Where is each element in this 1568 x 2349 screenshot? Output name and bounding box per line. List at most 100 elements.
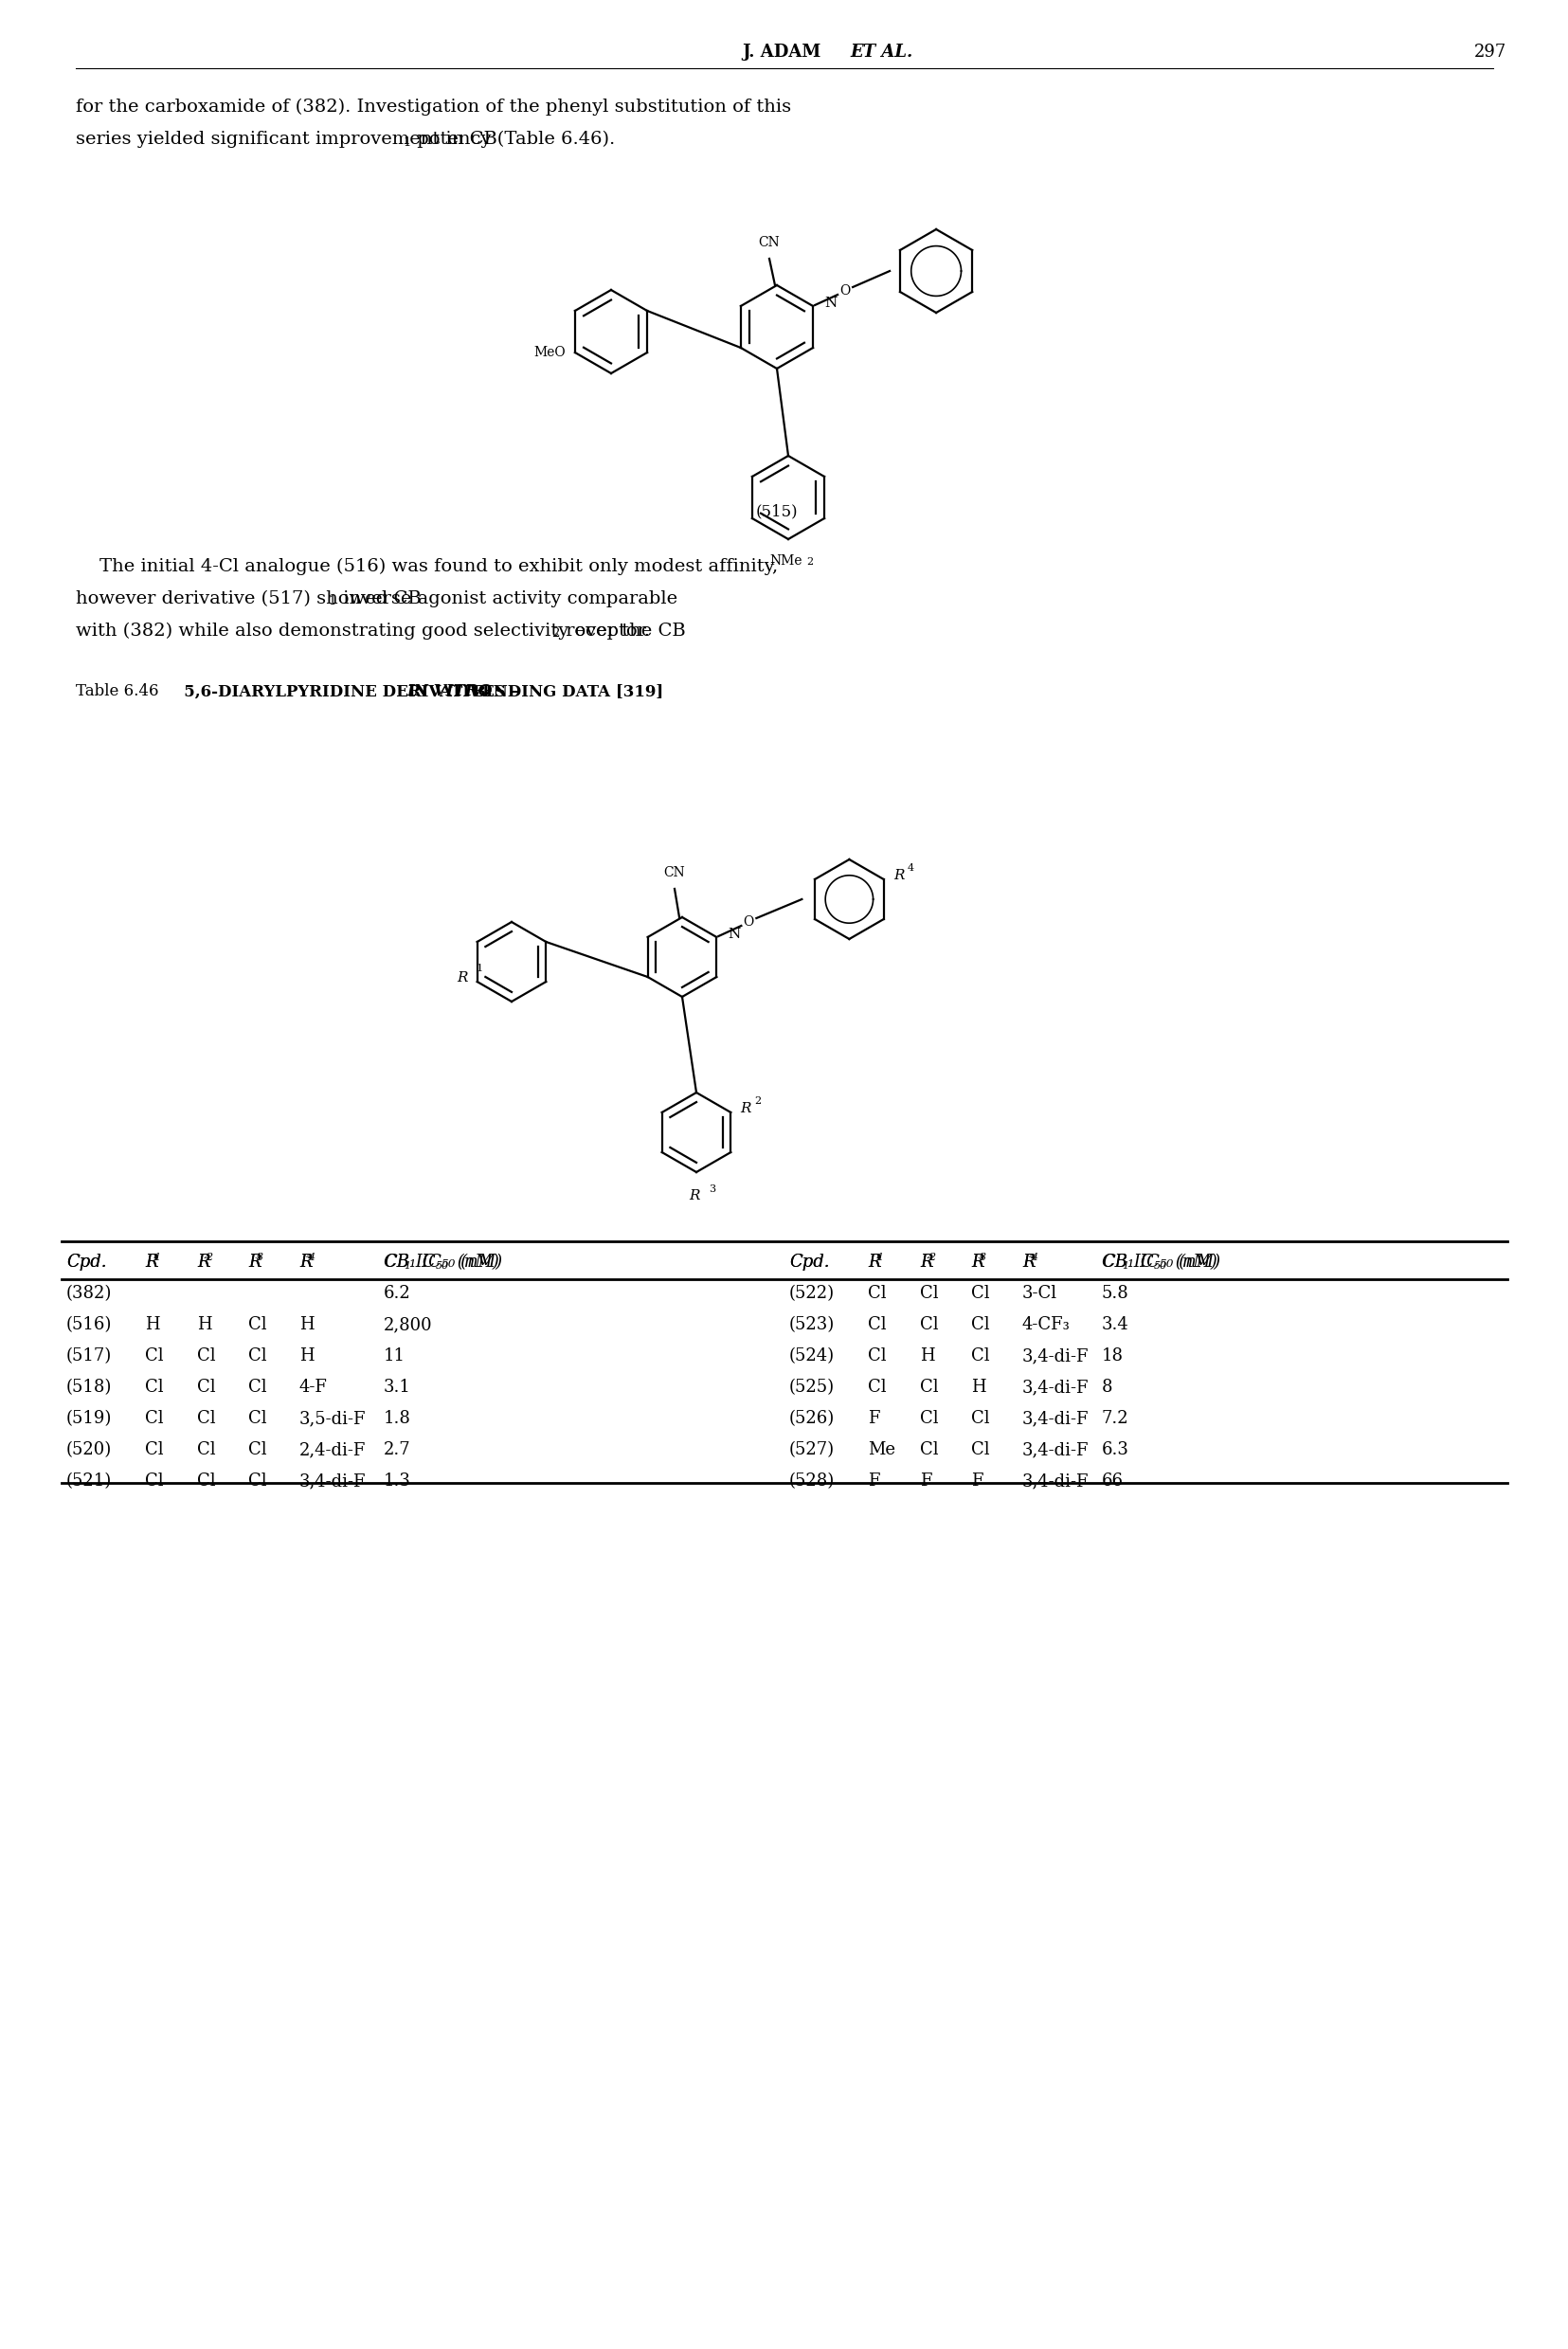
Text: Cl: Cl (144, 1409, 163, 1428)
Text: 5.8: 5.8 (1101, 1285, 1129, 1301)
Text: 2: 2 (806, 557, 812, 566)
Text: 8: 8 (1101, 1379, 1112, 1395)
Text: (518): (518) (66, 1379, 111, 1395)
Text: ET AL.: ET AL. (850, 45, 913, 61)
Text: (516): (516) (66, 1315, 111, 1334)
Text: (527): (527) (789, 1442, 834, 1459)
Text: (525): (525) (789, 1379, 834, 1395)
Text: (515): (515) (756, 503, 798, 519)
Text: 3,4-di-F: 3,4-di-F (1022, 1442, 1088, 1459)
Text: R: R (299, 1254, 312, 1271)
Text: H: H (198, 1315, 212, 1334)
Text: 1: 1 (403, 136, 411, 148)
Text: 1.8: 1.8 (384, 1409, 411, 1428)
Text: R: R (867, 1254, 880, 1271)
Text: 2,4-di-F: 2,4-di-F (299, 1442, 365, 1459)
Text: R: R (688, 1189, 699, 1203)
Text: 2: 2 (928, 1252, 935, 1261)
Text: R: R (248, 1254, 260, 1271)
Text: ²: ² (925, 1252, 930, 1266)
Text: Cl: Cl (248, 1348, 267, 1365)
Text: 3,4-di-F: 3,4-di-F (1022, 1409, 1088, 1428)
Text: R: R (919, 1254, 933, 1271)
Text: 4-F: 4-F (299, 1379, 328, 1395)
Text: CN: CN (757, 235, 779, 249)
Text: 3,4-di-F: 3,4-di-F (1022, 1379, 1088, 1395)
Text: Cl: Cl (867, 1285, 886, 1301)
Text: Cl: Cl (867, 1379, 886, 1395)
Text: CB₁ IC₅₀ (nM): CB₁ IC₅₀ (nM) (1101, 1254, 1220, 1271)
Text: 3,4-di-F: 3,4-di-F (299, 1473, 365, 1489)
Text: ⁴: ⁴ (306, 1252, 310, 1266)
Text: H: H (144, 1315, 160, 1334)
Text: N: N (728, 928, 740, 942)
Text: Table 6.46: Table 6.46 (75, 684, 158, 700)
Text: CN: CN (663, 867, 685, 879)
Text: BINDING DATA [319]: BINDING DATA [319] (467, 684, 663, 700)
Text: (382): (382) (66, 1285, 111, 1301)
Text: 2: 2 (552, 627, 560, 639)
Text: R: R (892, 869, 903, 883)
Text: Cl: Cl (867, 1348, 886, 1365)
Text: Cl: Cl (248, 1473, 267, 1489)
Text: R: R (1022, 1254, 1035, 1271)
Text: Cl: Cl (248, 1409, 267, 1428)
Text: Cpd.: Cpd. (789, 1254, 829, 1271)
Text: Cl: Cl (971, 1348, 989, 1365)
Text: 3: 3 (709, 1184, 715, 1193)
Text: Cl: Cl (198, 1473, 215, 1489)
Text: 2,800: 2,800 (384, 1315, 433, 1334)
Text: 1: 1 (403, 1261, 411, 1271)
Text: Cl: Cl (248, 1442, 267, 1459)
Text: ³: ³ (977, 1252, 982, 1266)
Text: R: R (919, 1254, 933, 1271)
Text: series yielded significant improvement in CB: series yielded significant improvement i… (75, 132, 497, 148)
Text: 3.1: 3.1 (384, 1379, 411, 1395)
Text: (nM): (nM) (1170, 1254, 1217, 1271)
Text: (524): (524) (789, 1348, 834, 1365)
Text: ²: ² (204, 1252, 209, 1266)
Text: Cl: Cl (919, 1409, 938, 1428)
Text: Cl: Cl (198, 1409, 215, 1428)
Text: 6.2: 6.2 (384, 1285, 411, 1301)
Text: (523): (523) (789, 1315, 834, 1334)
Text: 50: 50 (436, 1261, 448, 1271)
Text: potency (Table 6.46).: potency (Table 6.46). (411, 132, 615, 148)
Text: 50: 50 (1154, 1261, 1167, 1271)
Text: (nM): (nM) (452, 1254, 499, 1271)
Text: 5,6-DIARYLPYRIDINE DERIVATIVES –: 5,6-DIARYLPYRIDINE DERIVATIVES – (168, 684, 524, 700)
Text: 2: 2 (754, 1097, 760, 1106)
Text: with (382) while also demonstrating good selectivity over the CB: with (382) while also demonstrating good… (75, 622, 685, 639)
Text: F: F (919, 1473, 931, 1489)
Text: Cl: Cl (198, 1348, 215, 1365)
Text: H: H (919, 1348, 935, 1365)
Text: Cl: Cl (971, 1315, 989, 1334)
Text: Cl: Cl (867, 1315, 886, 1334)
Text: 3: 3 (257, 1252, 263, 1261)
Text: 6.3: 6.3 (1101, 1442, 1129, 1459)
Text: IC: IC (1127, 1254, 1152, 1271)
Text: Cl: Cl (919, 1285, 938, 1301)
Text: Cl: Cl (919, 1379, 938, 1395)
Text: O: O (839, 284, 850, 298)
Text: 1: 1 (328, 597, 337, 608)
Text: 1: 1 (1121, 1261, 1127, 1271)
Text: CB: CB (384, 1254, 409, 1271)
Text: Cl: Cl (248, 1315, 267, 1334)
Text: The initial 4-Cl analogue (516) was found to exhibit only modest affinity,: The initial 4-Cl analogue (516) was foun… (75, 559, 778, 576)
Text: (520): (520) (66, 1442, 111, 1459)
Text: 3,4-di-F: 3,4-di-F (1022, 1473, 1088, 1489)
Text: Cl: Cl (248, 1379, 267, 1395)
Text: ³: ³ (254, 1252, 259, 1266)
Text: R: R (1022, 1254, 1035, 1271)
Text: (517): (517) (66, 1348, 111, 1365)
Text: inverse agonist activity comparable: inverse agonist activity comparable (337, 590, 677, 608)
Text: (519): (519) (66, 1409, 111, 1428)
Text: (521): (521) (66, 1473, 111, 1489)
Text: Cl: Cl (144, 1442, 163, 1459)
Text: Cl: Cl (919, 1442, 938, 1459)
Text: 297: 297 (1472, 45, 1505, 61)
Text: R: R (299, 1254, 312, 1271)
Text: R: R (740, 1102, 751, 1116)
Text: F: F (867, 1473, 880, 1489)
